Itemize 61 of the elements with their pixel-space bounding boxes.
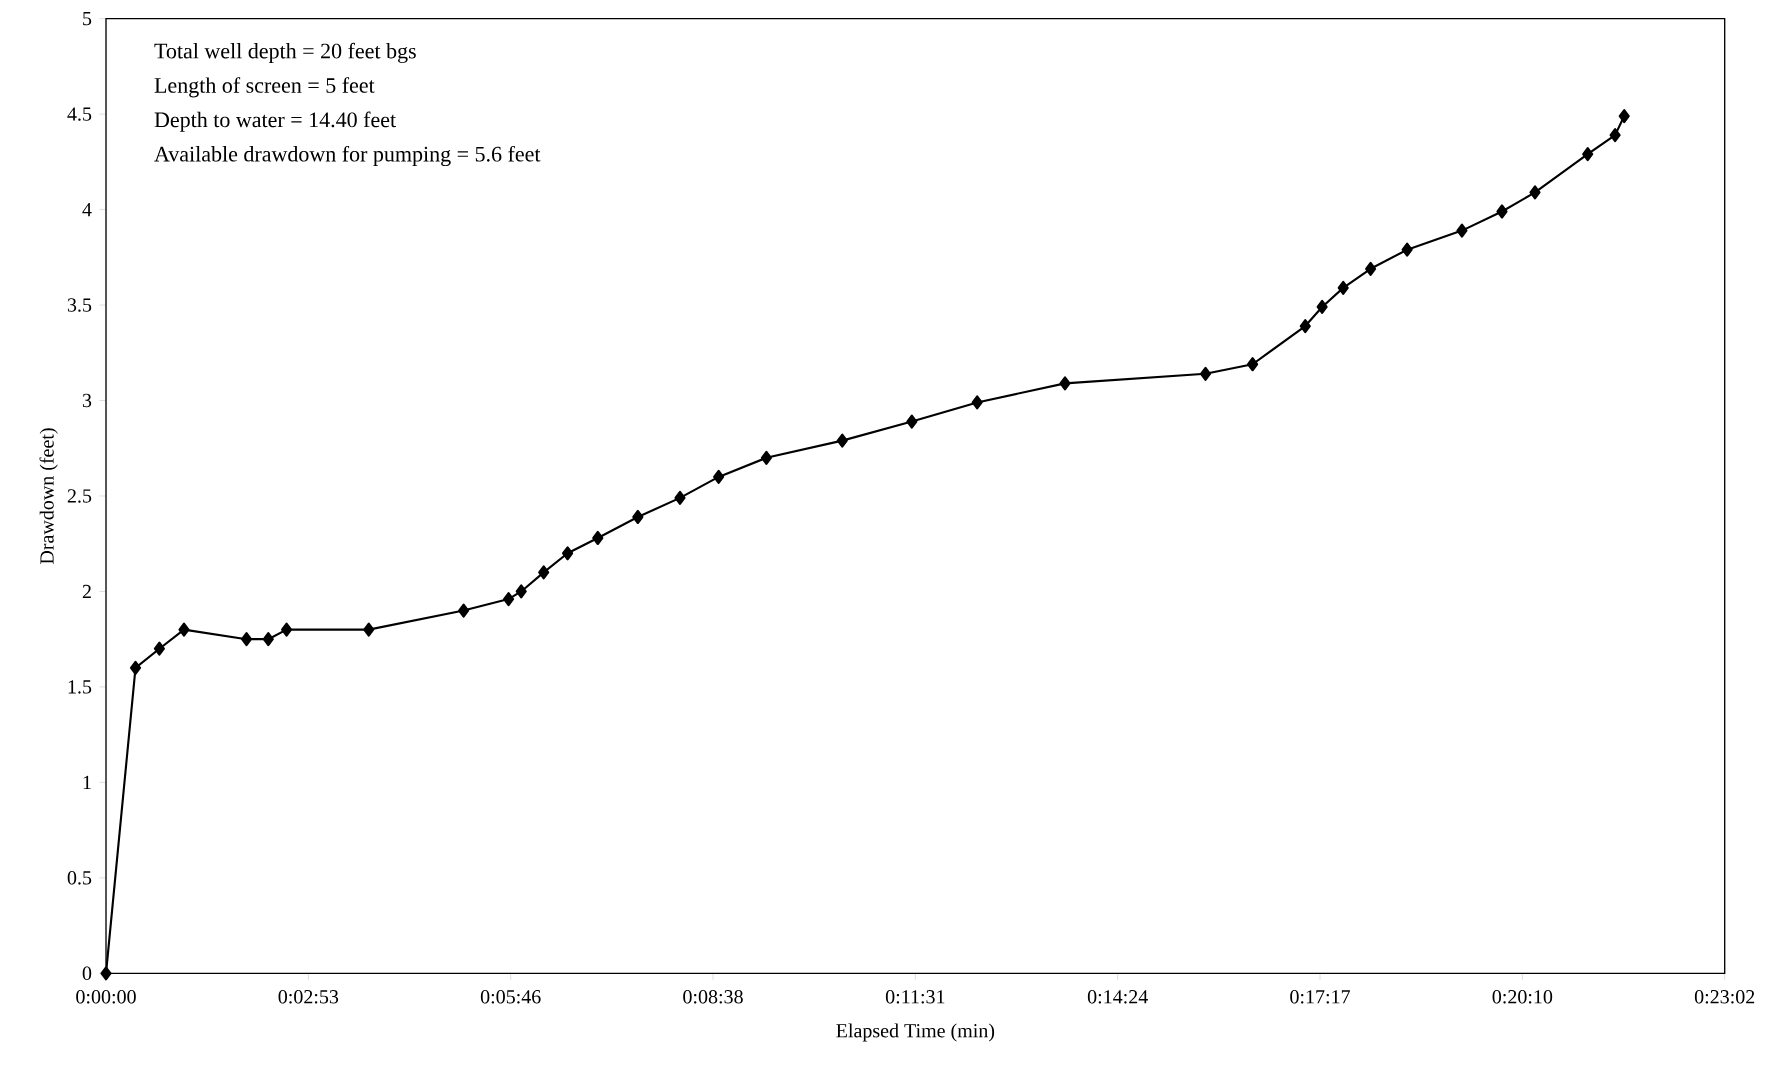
- y-tick-label: 2.5: [67, 489, 92, 503]
- y-tick-label: 0: [82, 966, 92, 981]
- x-tick-label: 0:11:31: [885, 990, 945, 1004]
- x-tick-label: 0:20:10: [1492, 990, 1553, 1004]
- y-tick-label: 4: [82, 203, 92, 217]
- y-tick-label: 0.5: [67, 871, 92, 885]
- point: [1609, 128, 1621, 143]
- point: [971, 395, 983, 410]
- point: [262, 632, 274, 647]
- x-tick-label: 0:23:02: [1694, 990, 1755, 1004]
- y-tick-label: 3.5: [67, 298, 92, 312]
- x-tick-label: 0:14:24: [1087, 990, 1148, 1004]
- y-tick-label: 5: [83, 12, 92, 26]
- point: [1365, 261, 1377, 276]
- point: [592, 530, 604, 546]
- point: [1456, 223, 1468, 238]
- point: [129, 660, 142, 675]
- point: [100, 966, 112, 981]
- point: [1316, 299, 1328, 315]
- point: [1529, 185, 1541, 200]
- annotation: Depth to water = 14.40 feet: [154, 111, 396, 132]
- x-axis-title: Elapsed Time (min): [836, 1023, 995, 1042]
- point: [1496, 204, 1508, 219]
- point: [760, 450, 772, 465]
- point: [1582, 147, 1594, 162]
- point: [240, 632, 253, 647]
- x-tick-label: 0:02:53: [278, 990, 339, 1004]
- x-tick-label: 0:05:46: [480, 990, 541, 1004]
- y-tick-label: 1: [83, 775, 91, 789]
- point: [538, 565, 550, 580]
- point: [503, 592, 515, 607]
- annotation: Length of screen = 5 feet: [154, 77, 375, 98]
- y-tick-label: 4.5: [67, 107, 92, 121]
- y-tick-label: 3: [82, 393, 92, 408]
- point: [906, 414, 918, 429]
- point: [363, 622, 375, 637]
- point: [1401, 242, 1413, 257]
- point: [1199, 366, 1212, 381]
- point: [153, 641, 165, 656]
- x-tick-label: 0:08:38: [683, 990, 743, 1004]
- x-tick-label: 0:17:17: [1290, 990, 1350, 1004]
- point: [515, 584, 527, 599]
- point: [458, 603, 470, 618]
- point: [178, 622, 190, 637]
- y-tick-label: 2: [82, 584, 91, 599]
- point: [674, 490, 686, 505]
- y-axis-title: Drawdown (feet): [39, 428, 58, 564]
- point: [713, 469, 725, 484]
- point: [281, 622, 293, 637]
- y-tick-label: 1.5: [68, 680, 92, 694]
- x-tick-label: 0:00:00: [76, 990, 136, 1004]
- point: [1247, 357, 1259, 372]
- point: [1059, 376, 1071, 391]
- point: [1618, 108, 1630, 124]
- point: [562, 546, 574, 561]
- annotation: Available drawdown for pumping = 5.6 feet: [154, 145, 541, 167]
- point: [1299, 318, 1311, 334]
- point: [632, 509, 644, 525]
- point: [836, 433, 848, 448]
- annotation: Total well depth = 20 feet bgs: [154, 42, 416, 64]
- point: [1337, 280, 1349, 295]
